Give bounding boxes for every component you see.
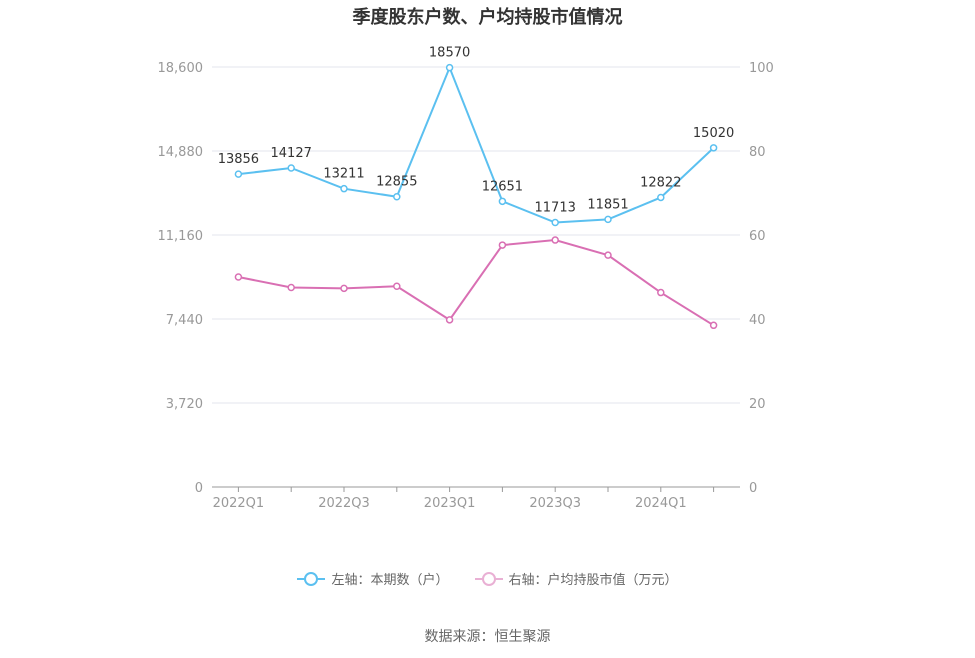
legend-item-left-series[interactable]: 左轴：本期数（户） [297,569,449,588]
data-point-right [393,282,401,290]
data-label: 14127 [271,146,312,161]
legend-marker-left-icon [297,571,326,587]
data-point-left [287,164,295,172]
data-point-right [340,284,348,293]
legend: 左轴：本期数（户） 右轴：户均持股市值（万元） [0,569,975,588]
data-label: 12822 [640,175,681,190]
y-left-tick-label: 3,720 [166,397,203,412]
data-point-left [657,193,665,202]
y-right-tick-label: 0 [749,481,757,496]
data-label: 12855 [376,175,417,190]
data-label: 11851 [587,197,628,212]
data-point-right [604,251,612,259]
data-point-left [393,192,401,201]
data-point-left [234,170,243,178]
data-point-left [604,215,612,224]
data-point-right [657,288,665,297]
y-left-tick-label: 0 [195,481,203,496]
data-point-right [498,241,507,249]
data-label: 13856 [218,152,259,167]
chart: 0 0 3,720 20 7,440 40 11,160 60 14,880 80 18,600 10… [158,46,774,511]
y-right-tick-label: 80 [749,145,766,160]
data-label: 12651 [482,179,523,194]
y-left-tick-label: 18,600 [158,61,204,76]
x-tick-label: 2022Q3 [318,496,370,511]
y-right-tick-label: 20 [749,397,766,412]
x-tick-label: 2023Q1 [424,496,476,511]
series-line-left [238,64,715,224]
x-tick-label: 2023Q3 [529,496,581,511]
data-label: 11713 [535,201,576,216]
x-tick-label: 2022Q1 [213,496,265,511]
x-tick-label: 2024Q1 [635,496,687,511]
legend-marker-right-icon [474,571,503,587]
data-point-right [287,283,295,292]
y-left-tick-label: 7,440 [166,313,203,328]
data-point-left [445,63,454,72]
data-point-left [340,184,348,193]
legend-label-left-series: 左轴：本期数（户） [331,573,449,588]
data-point-right [445,316,454,324]
legend-item-right-series[interactable]: 右轴：户均持股市值（万元） [474,569,678,588]
data-point-right [551,236,559,244]
data-point-right [234,273,243,281]
data-point-right [709,321,718,330]
legend-label-right-series: 右轴：户均持股市值（万元） [508,573,678,588]
data-label: 15020 [693,126,734,141]
data-source: 数据来源：恒生聚源 [424,629,551,645]
series-line-right [238,239,715,327]
chart-title: 季度股东户数、户均持股市值情况 [352,7,623,28]
data-point-left [551,218,559,227]
data-point-left [498,197,507,206]
data-label: 18570 [429,46,470,61]
y-left-tick-label: 14,880 [158,145,204,160]
y-right-tick-label: 100 [749,61,774,76]
y-right-tick-label: 60 [749,229,766,244]
data-point-left [709,144,718,152]
y-right-tick-label: 40 [749,313,766,328]
y-left-tick-label: 11,160 [158,229,204,244]
data-label: 13211 [323,167,364,182]
